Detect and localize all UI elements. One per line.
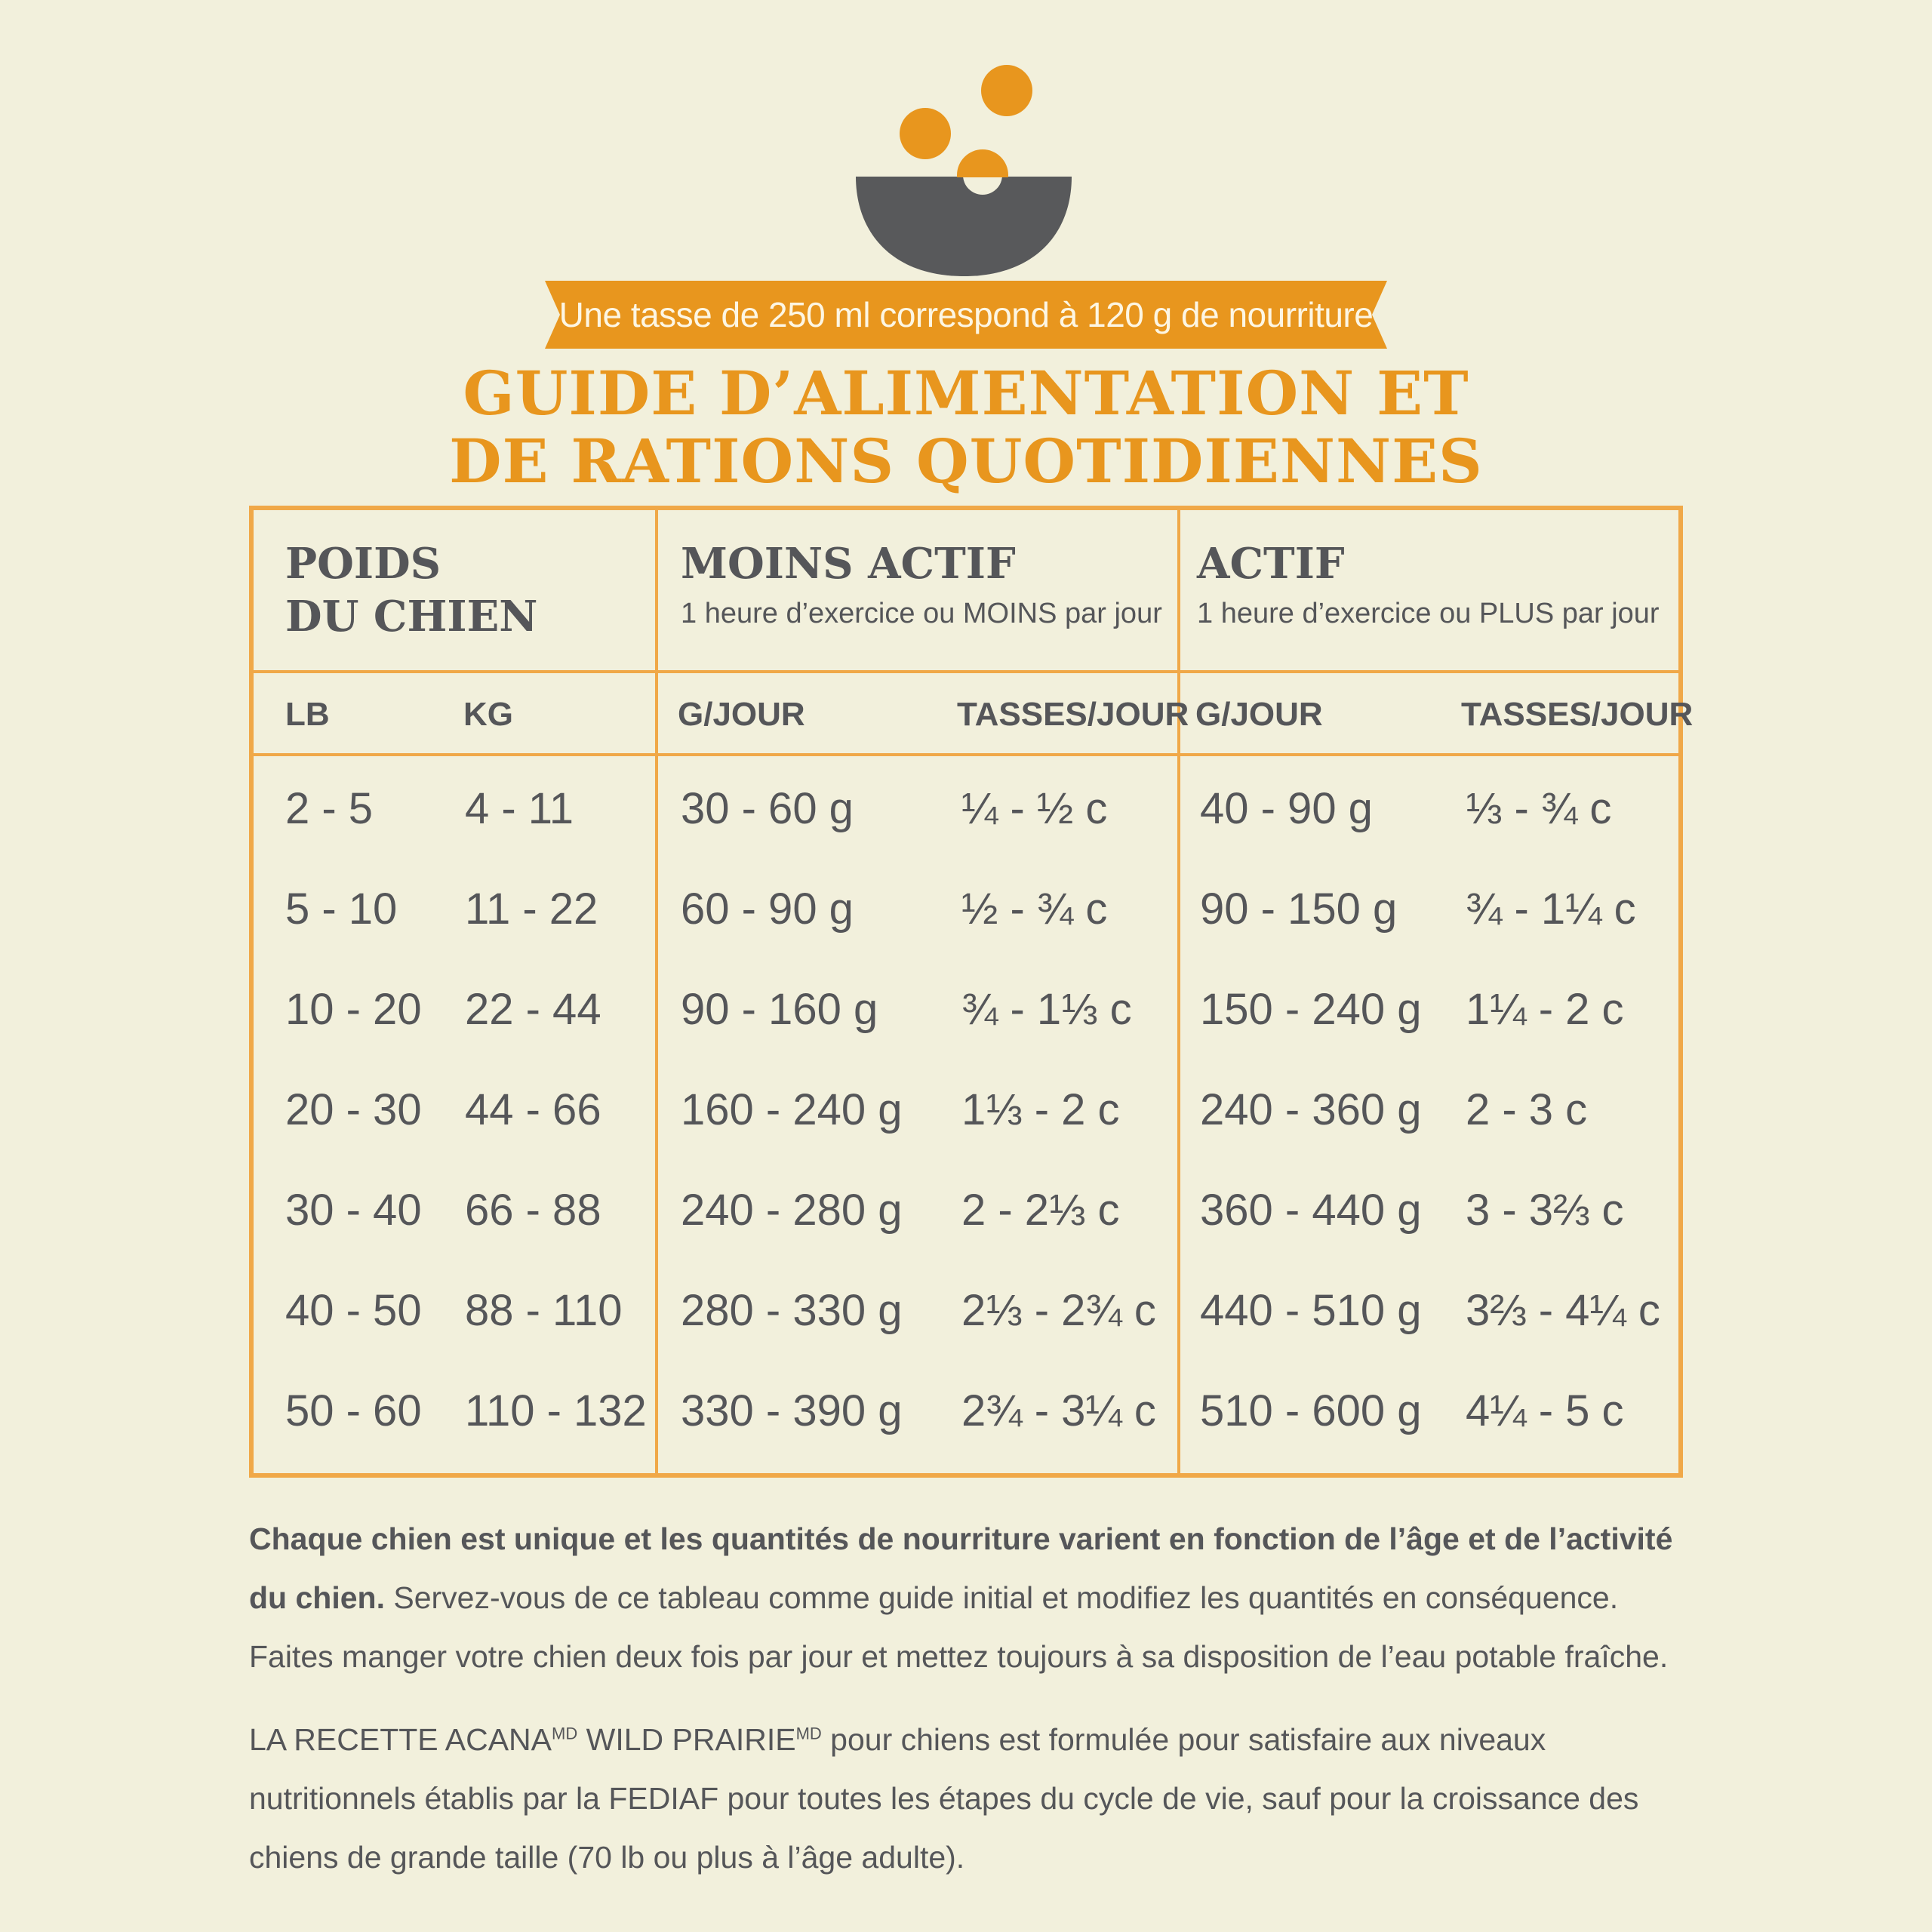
cell-g-day-less-active: 160 - 240 g	[681, 1085, 903, 1134]
cell-cups-day-active: 1¼ - 2 c	[1466, 985, 1624, 1034]
group-subtitle-less-active: 1 heure d’exercice ou MOINS par jour	[681, 598, 1162, 629]
cell-g-day-active: 40 - 90 g	[1200, 784, 1373, 833]
note-text-part-a: LA RECETTE ACANA	[249, 1722, 552, 1757]
cell-g-day-active: 440 - 510 g	[1200, 1286, 1422, 1335]
cell-g-day-active: 360 - 440 g	[1200, 1186, 1422, 1235]
cell-kg: 66 - 88	[465, 1186, 601, 1235]
column-header-cups-day-less-active: TASSES/JOUR	[957, 696, 1189, 733]
cell-kg: 44 - 66	[465, 1085, 601, 1134]
note-bold-text: Chaque chien est unique et les quantités…	[249, 1521, 1673, 1615]
note-text: Servez-vous de ce tableau comme guide in…	[249, 1580, 1669, 1674]
cell-cups-day-less-active: 2⅓ - 2¾ c	[961, 1286, 1156, 1335]
page-title: GUIDE D’ALIMENTATION ET DE RATIONS QUOTI…	[0, 359, 1932, 495]
trademark-md-1: MD	[552, 1724, 578, 1743]
cell-g-day-less-active: 90 - 160 g	[681, 985, 878, 1034]
group-title-weight: POIDS DU CHIEN	[285, 539, 538, 641]
cell-cups-day-active: ⅓ - ¾ c	[1466, 784, 1612, 833]
cell-lb: 10 - 20	[285, 985, 422, 1034]
cell-cups-day-less-active: 1⅓ - 2 c	[961, 1085, 1120, 1134]
divider-horizontal-2	[254, 753, 1678, 756]
divider-horizontal-1	[254, 670, 1678, 673]
cell-cups-day-less-active: ¼ - ½ c	[961, 784, 1108, 833]
note-text-part-b: WILD PRAIRIE	[577, 1722, 796, 1757]
group-title-active: ACTIF	[1197, 539, 1345, 589]
cell-cups-day-active: 3⅔ - 4¼ c	[1466, 1286, 1660, 1335]
divider-vertical-1	[655, 510, 658, 1473]
column-header-lb: LB	[285, 696, 330, 733]
cell-g-day-less-active: 60 - 90 g	[681, 884, 854, 934]
title-line-1: GUIDE D’ALIMENTATION ET	[463, 358, 1469, 429]
cell-cups-day-active: 3 - 3⅔ c	[1466, 1186, 1624, 1235]
cell-cups-day-active: 4¼ - 5 c	[1466, 1386, 1624, 1435]
cell-kg: 88 - 110	[465, 1286, 623, 1335]
note-paragraph-2: LA RECETTE ACANAMD WILD PRAIRIEMD pour c…	[249, 1710, 1683, 1887]
cell-g-day-active: 150 - 240 g	[1200, 985, 1422, 1034]
column-header-g-day-active: G/JOUR	[1195, 696, 1323, 733]
cell-lb: 50 - 60	[285, 1386, 422, 1435]
trademark-md-2: MD	[795, 1724, 822, 1743]
cell-g-day-less-active: 280 - 330 g	[681, 1286, 903, 1335]
cell-lb: 40 - 50	[285, 1286, 422, 1335]
note-text-part-c: pour chiens est formulée pour satisfaire…	[249, 1722, 1639, 1875]
cell-lb: 20 - 30	[285, 1085, 422, 1134]
cell-g-day-active: 240 - 360 g	[1200, 1085, 1422, 1134]
divider-vertical-2	[1177, 510, 1180, 1473]
cell-cups-day-less-active: 2 - 2⅓ c	[961, 1186, 1120, 1235]
column-header-g-day-less-active: G/JOUR	[678, 696, 805, 733]
column-header-cups-day-active: TASSES/JOUR	[1461, 696, 1694, 733]
cell-g-day-less-active: 30 - 60 g	[681, 784, 854, 833]
cell-cups-day-less-active: ½ - ¾ c	[961, 884, 1108, 934]
cell-cups-day-active: ¾ - 1¼ c	[1466, 884, 1636, 934]
cell-kg: 110 - 132	[465, 1386, 647, 1435]
cell-kg: 22 - 44	[465, 985, 601, 1034]
cell-cups-day-active: 2 - 3 c	[1466, 1085, 1588, 1134]
bowl-icon	[845, 60, 1087, 287]
cell-g-day-active: 90 - 150 g	[1200, 884, 1398, 934]
group-title-less-active: MOINS ACTIF	[681, 539, 1016, 589]
cell-kg: 4 - 11	[465, 784, 574, 833]
cell-cups-day-less-active: ¾ - 1⅓ c	[961, 985, 1132, 1034]
title-line-2: DE RATIONS QUOTIDIENNES	[449, 426, 1483, 497]
cell-lb: 5 - 10	[285, 884, 398, 934]
banner-text: Une tasse de 250 ml correspond à 120 g d…	[558, 295, 1374, 334]
cell-lb: 2 - 5	[285, 784, 374, 833]
cell-lb: 30 - 40	[285, 1186, 422, 1235]
cell-g-day-active: 510 - 600 g	[1200, 1386, 1422, 1435]
cell-kg: 11 - 22	[465, 884, 598, 934]
cell-g-day-less-active: 240 - 280 g	[681, 1186, 903, 1235]
serving-banner: Une tasse de 250 ml correspond à 120 g d…	[545, 281, 1387, 349]
cell-cups-day-less-active: 2¾ - 3¼ c	[961, 1386, 1156, 1435]
column-header-kg: KG	[463, 696, 513, 733]
cell-g-day-less-active: 330 - 390 g	[681, 1386, 903, 1435]
feeding-table: POIDS DU CHIEN MOINS ACTIF 1 heure d’exe…	[249, 506, 1693, 1478]
note-paragraph-1: Chaque chien est unique et les quantités…	[249, 1509, 1683, 1686]
group-subtitle-active: 1 heure d’exercice ou PLUS par jour	[1197, 598, 1660, 629]
